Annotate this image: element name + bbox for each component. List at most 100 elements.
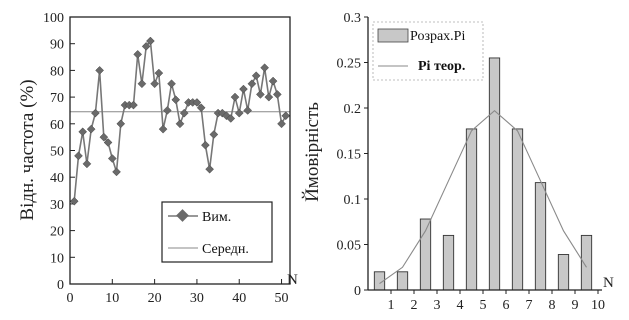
left-x-axis-label: N (287, 272, 298, 288)
measured-point (281, 111, 291, 121)
right-x-tick-label: 10 (591, 298, 605, 313)
probability-bar (442, 234, 455, 291)
measured-point (158, 124, 168, 134)
measured-point (162, 106, 172, 115)
left-y-tick-label: 90 (50, 38, 64, 53)
left-series (69, 36, 291, 206)
measured-point (179, 108, 189, 118)
probability-bar (534, 182, 547, 291)
theory-line (379, 109, 587, 285)
right-x-tick-label: 7 (526, 298, 533, 313)
right-x-tick-label: 4 (457, 298, 464, 313)
left-legend-marker-measured (176, 209, 189, 222)
measured-point (272, 90, 282, 99)
measured-point (171, 95, 181, 105)
left-legend-label-mean: Середн. (202, 242, 249, 257)
measured-point (192, 98, 202, 107)
probability-bar (488, 57, 501, 291)
right-y-tick-label: 0.3 (344, 11, 362, 26)
right-y-axis-label: Ймовірність (302, 102, 323, 202)
right-x-tick-label: 9 (572, 298, 579, 313)
left-y-tick-label: 70 (50, 91, 64, 106)
measured-point (78, 127, 88, 137)
right-y-tick-label: 0.05 (337, 239, 362, 254)
measured-point (264, 92, 274, 102)
right-legend: Розрах.Pi Pi теор. (372, 21, 484, 81)
right-legend-swatch-calc (377, 28, 409, 43)
relative-frequency-chart: 0 10 20 30 40 50 60 70 80 90 100 0 10 20 30 40 50 Відн.… (17, 11, 298, 306)
left-x-tick-label: 30 (190, 291, 204, 306)
right-x-tick-labels: 1 2 3 4 5 6 7 8 9 10 (388, 290, 605, 313)
right-y-tick-label: 0.25 (337, 57, 362, 72)
measured-point (251, 71, 261, 81)
left-legend: Вим. Середн. (161, 201, 273, 263)
left-y-tick-label: 20 (50, 225, 64, 240)
right-legend-label-calc: Розрах.Pi (410, 29, 465, 44)
measured-point (154, 68, 164, 78)
measured-point (256, 90, 265, 99)
measured-point (205, 164, 214, 174)
measured-point (99, 132, 109, 142)
probability-bar (557, 254, 570, 291)
measured-point (243, 106, 253, 115)
right-x-tick-label: 8 (549, 298, 556, 313)
left-y-tick-label: 30 (50, 198, 64, 213)
measured-point (150, 79, 159, 89)
measured-point (86, 124, 96, 134)
probability-bar (396, 271, 409, 291)
measured-point (230, 92, 240, 102)
right-x-tick-label: 2 (411, 298, 418, 313)
right-x-axis-label: N (603, 275, 614, 291)
left-y-tick-label: 80 (50, 64, 64, 79)
probability-chart: 0 0.05 0.1 0.15 0.2 0.25 0.3 1 2 3 4 5 6 7 8 9 10 Ймові… (302, 11, 614, 313)
right-y-tick-labels: 0 0.05 0.1 0.15 0.2 0.25 0.3 (337, 11, 368, 299)
measured-point (74, 151, 83, 161)
left-x-tick-label: 40 (232, 291, 246, 306)
left-x-tick-label: 0 (67, 291, 74, 306)
measured-point (82, 159, 92, 169)
measured-point (107, 154, 117, 163)
measured-point (167, 79, 176, 89)
left-y-tick-label: 60 (50, 118, 64, 133)
left-plot-frame (69, 16, 291, 285)
measured-point (247, 79, 257, 89)
measured-point (260, 63, 269, 73)
left-x-tick-label: 50 (275, 291, 289, 306)
probability-bar (580, 234, 593, 291)
right-y-tick-label: 0.15 (337, 148, 362, 163)
measured-point (201, 140, 210, 150)
measured-point (103, 138, 113, 147)
right-y-tick-label: 0.2 (344, 102, 362, 117)
measured-point (226, 114, 236, 123)
left-legend-label-measured: Вим. (202, 210, 231, 225)
right-legend-label-theory: Pi теор. (418, 59, 465, 74)
left-y-axis-label: Відн. частота (%) (17, 79, 38, 220)
measured-point (69, 196, 79, 206)
right-y-tick-label: 0 (354, 284, 361, 299)
measured-point (129, 100, 138, 110)
right-bars (373, 57, 593, 291)
measured-point (95, 66, 104, 75)
measured-point (137, 79, 147, 89)
right-theory-series (379, 109, 587, 285)
measured-point (91, 108, 100, 118)
probability-bar (465, 128, 478, 291)
measured-point (112, 167, 121, 177)
probability-bar (511, 128, 524, 291)
left-x-tick-label: 20 (148, 291, 162, 306)
measured-point (234, 108, 244, 118)
measured-point (196, 103, 206, 113)
measured-point (239, 84, 248, 94)
measured-point (209, 130, 219, 139)
right-x-tick-label: 6 (503, 298, 510, 313)
measured-point (133, 50, 143, 59)
right-x-tick-label: 5 (480, 298, 487, 313)
measured-point (146, 36, 155, 46)
measured-point (175, 119, 185, 129)
measured-point (141, 42, 151, 51)
measured-point (116, 119, 126, 129)
right-y-tick-label: 0.1 (344, 193, 362, 208)
left-y-tick-label: 50 (50, 145, 64, 160)
left-x-tick-labels: 0 10 20 30 40 50 (67, 279, 289, 306)
